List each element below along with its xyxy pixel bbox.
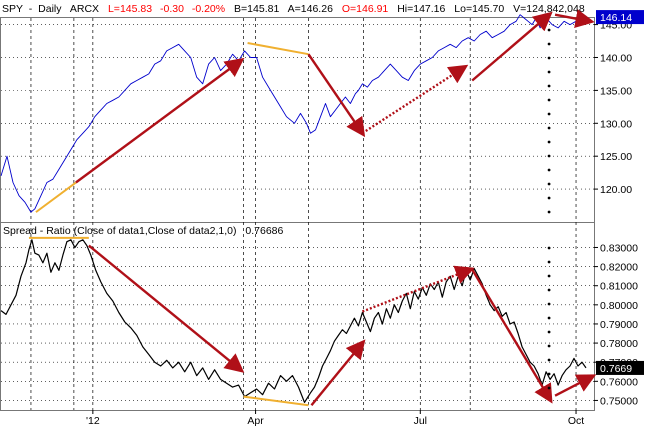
marker-dot [547, 154, 551, 158]
marker-dot [547, 210, 551, 214]
marker-dot [547, 288, 551, 292]
ratio-series-line [0, 239, 587, 403]
marker-dot [547, 302, 551, 306]
marker-dot [547, 330, 551, 334]
marker-dot [547, 182, 551, 186]
marker-dot [547, 84, 551, 88]
marker-dot [547, 140, 551, 144]
header-exchange: ARCX [70, 3, 99, 15]
marker-dot [547, 386, 551, 390]
header-open: O=146.91 [342, 3, 389, 15]
y-tick-label: 135.00 [600, 85, 632, 97]
y-tick-label: 0.78000 [600, 338, 638, 350]
ratio-title-text: Spread - Ratio (Close of data1,Close of … [3, 225, 236, 237]
y-tick-label: 140.00 [600, 52, 632, 64]
y-tick-label: 0.83000 [600, 242, 638, 254]
y-tick-label: 0.76000 [600, 376, 638, 388]
marker-dot [547, 246, 551, 250]
header-low: Lo=145.70 [454, 3, 504, 15]
y-tick-label: 0.75000 [600, 395, 638, 407]
marker-dot [547, 372, 551, 376]
marker-dot [547, 56, 551, 60]
x-tick-label: '12 [86, 415, 100, 427]
ratio-title: Spread - Ratio (Close of data1,Close of … [3, 225, 284, 237]
x-tick-label: Apr [247, 415, 264, 427]
header-change: -0.30 [160, 3, 184, 15]
trend-arrow [471, 11, 553, 82]
x-axis: '12 Apr Jul Oct [86, 410, 584, 427]
marker-dot [547, 168, 551, 172]
ratio-last-value-label: 0.7669 [600, 363, 632, 375]
trend-arrow [471, 268, 553, 404]
price-series-line [0, 14, 587, 213]
trend-arrow [310, 339, 366, 406]
marker-dot [547, 358, 551, 362]
grid [30, 18, 577, 410]
ratio-pane: 0.83000 0.82000 0.81000 0.80000 0.79000 0.780… [0, 236, 644, 407]
trend-arrow [554, 9, 595, 29]
header-ask: A=146.26 [288, 3, 333, 15]
y-tick-label: 0.82000 [600, 262, 638, 274]
y-tick-label: 0.81000 [600, 281, 638, 293]
price-pane-frame [0, 17, 595, 223]
marker-dot [547, 196, 551, 200]
marker-dot [547, 126, 551, 130]
ratio-pane-frame [0, 222, 595, 411]
dotted-trend-arrow [361, 64, 469, 135]
marker-dot [547, 316, 551, 320]
highlight-line [247, 42, 309, 56]
y-tick-label: 125.00 [600, 151, 632, 163]
trend-arrow [75, 57, 245, 184]
x-tick-label: Jul [414, 415, 427, 427]
marker-dot [547, 260, 551, 264]
header-volume: V=124,842,048 [513, 3, 585, 15]
marker-dot [547, 42, 551, 46]
price-last-value-label: 146.14 [600, 12, 632, 24]
ratio-last-value-box [596, 360, 644, 375]
header-last: L=145.83 [108, 3, 152, 15]
y-tick-label: 130.00 [600, 118, 632, 130]
header-interval: Daily [38, 3, 62, 15]
dotted-trend-arrow [361, 265, 475, 313]
highlight-line [243, 395, 309, 407]
marker-dot [547, 344, 551, 348]
header-symbol: SPY [2, 3, 23, 15]
trend-arrow [554, 374, 597, 397]
marker-dot [547, 28, 551, 32]
marker-dot [547, 98, 551, 102]
header-high: Hi=147.16 [397, 3, 445, 15]
trend-arrow [307, 53, 366, 138]
x-tick-label: Oct [568, 415, 584, 427]
price-pane: 145.00140.00135.00130.00125.00120.00146.… [0, 9, 644, 214]
marker-dot [547, 274, 551, 278]
price-header: SPY - Daily ARCX L=145.83 -0.30 -0.20% B… [2, 3, 585, 15]
svg-text:SPY - Daily: SPY - Daily ARCX L=145.83 -0.30 -0.20% B… [2, 3, 585, 15]
price-last-value-box [596, 10, 644, 25]
header-bid: B=145.81 [234, 3, 279, 15]
header-change-pct: -0.20% [192, 3, 225, 15]
y-tick-label: 0.79000 [600, 319, 638, 331]
trend-arrow [88, 244, 245, 373]
ratio-title-value: 0.76686 [245, 225, 283, 237]
marker-dot [547, 70, 551, 74]
marker-dot [547, 112, 551, 116]
highlight-line [35, 181, 77, 213]
y-tick-label: 120.00 [600, 184, 632, 196]
y-tick-label: 0.80000 [600, 300, 638, 312]
